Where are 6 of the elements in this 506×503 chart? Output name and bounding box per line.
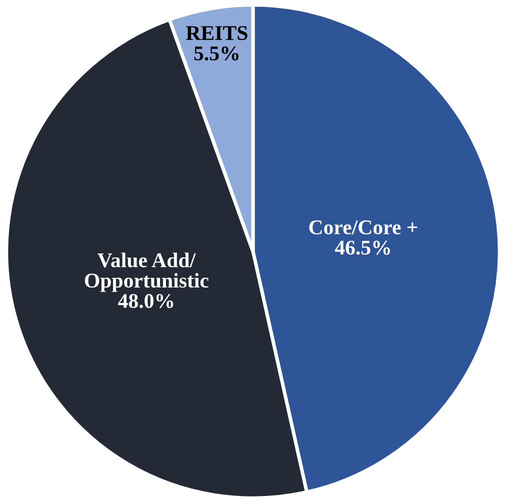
data-label: 5.5% [194, 46, 238, 61]
data-label: 48.0% [118, 294, 174, 308]
slice-label: REITS [186, 26, 248, 40]
data-label: 46.5% [334, 240, 390, 255]
slice-label: Value Add/ Opportunistic [84, 252, 208, 292]
slice-label: Core/Core + [309, 220, 418, 234]
